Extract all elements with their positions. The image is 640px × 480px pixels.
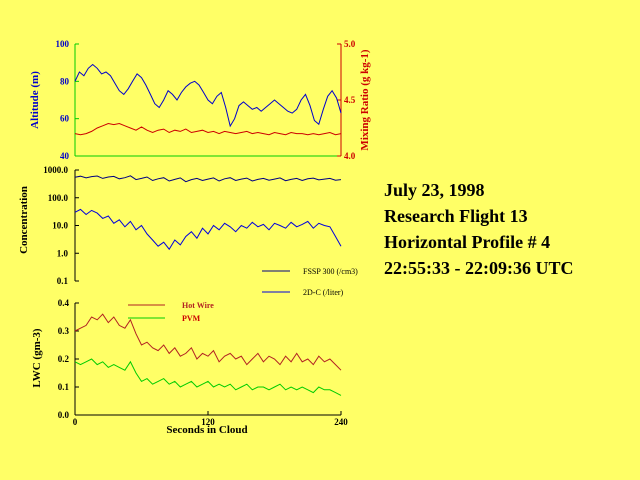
legend-2dc-label: 2D-C (/liter) bbox=[303, 288, 344, 297]
mixing-ratio-tick-label: 5.0 bbox=[344, 39, 356, 49]
profile-text: Horizontal Profile # 4 bbox=[384, 232, 551, 252]
flight-text: Research Flight 13 bbox=[384, 206, 528, 226]
concentration-tick-label: 10.0 bbox=[52, 221, 68, 231]
legend-pvm-label: PVM bbox=[182, 314, 201, 323]
lwc-tick-label: 0.0 bbox=[58, 410, 70, 420]
twodc-line bbox=[74, 208, 342, 251]
x-axis-title: Seconds in Cloud bbox=[166, 424, 247, 436]
time-tick-label: 120 bbox=[201, 417, 215, 427]
time-range-text: 22:55:33 - 22:09:36 UTC bbox=[384, 258, 574, 278]
concentration-tick-label: 0.1 bbox=[57, 276, 69, 286]
lwc-tick-label: 0.3 bbox=[58, 326, 70, 336]
altitude-tick-label: 100 bbox=[56, 39, 70, 49]
altitude-tick-label: 40 bbox=[60, 151, 70, 161]
pvm-line bbox=[74, 358, 342, 396]
concentration-tick-label: 100.0 bbox=[48, 193, 69, 203]
altitude-tick-label: 80 bbox=[60, 76, 70, 86]
lwc-axis-title: LWC (gm-3) bbox=[31, 328, 43, 388]
lwc-tick-label: 0.2 bbox=[58, 354, 70, 364]
lwc-tick-label: 0.4 bbox=[58, 298, 70, 308]
altitude-tick-label: 60 bbox=[60, 114, 70, 124]
concentration-tick-label: 1.0 bbox=[57, 248, 69, 258]
hotwire-line bbox=[74, 313, 342, 371]
altitude-line bbox=[74, 63, 342, 128]
time-tick-label: 240 bbox=[334, 417, 348, 427]
concentration-panel: 0.1 1.0 10.0 100.0 1000.0 bbox=[43, 165, 342, 286]
lwc-tick-label: 0.1 bbox=[58, 382, 70, 392]
altitude-axis-title: Altitude (m) bbox=[29, 71, 41, 129]
fssp-line bbox=[74, 175, 342, 183]
mixing-ratio-tick-label: 4.0 bbox=[344, 151, 356, 161]
mixing-ratio-tick-label: 4.5 bbox=[344, 95, 356, 105]
concentration-tick-label: 1000.0 bbox=[43, 165, 68, 175]
legend-hotwire-label: Hot Wire bbox=[182, 301, 214, 310]
lwc-panel: 0.0 0.1 0.2 0.3 0.4 0 120 240 bbox=[58, 298, 349, 427]
date-text: July 23, 1998 bbox=[384, 180, 485, 200]
mixing_ratio-line bbox=[74, 122, 342, 136]
time-tick-label: 0 bbox=[73, 417, 78, 427]
concentration-axis-title: Concentration bbox=[18, 186, 30, 254]
altitude-mixing-panel: 40 60 80 100 4.0 4.5 5.0 bbox=[56, 39, 356, 161]
legend-fssp-label: FSSP 300 (/cm3) bbox=[303, 267, 358, 276]
mixing-ratio-axis-title: Mixing Ratio (g kg-1) bbox=[359, 49, 371, 150]
